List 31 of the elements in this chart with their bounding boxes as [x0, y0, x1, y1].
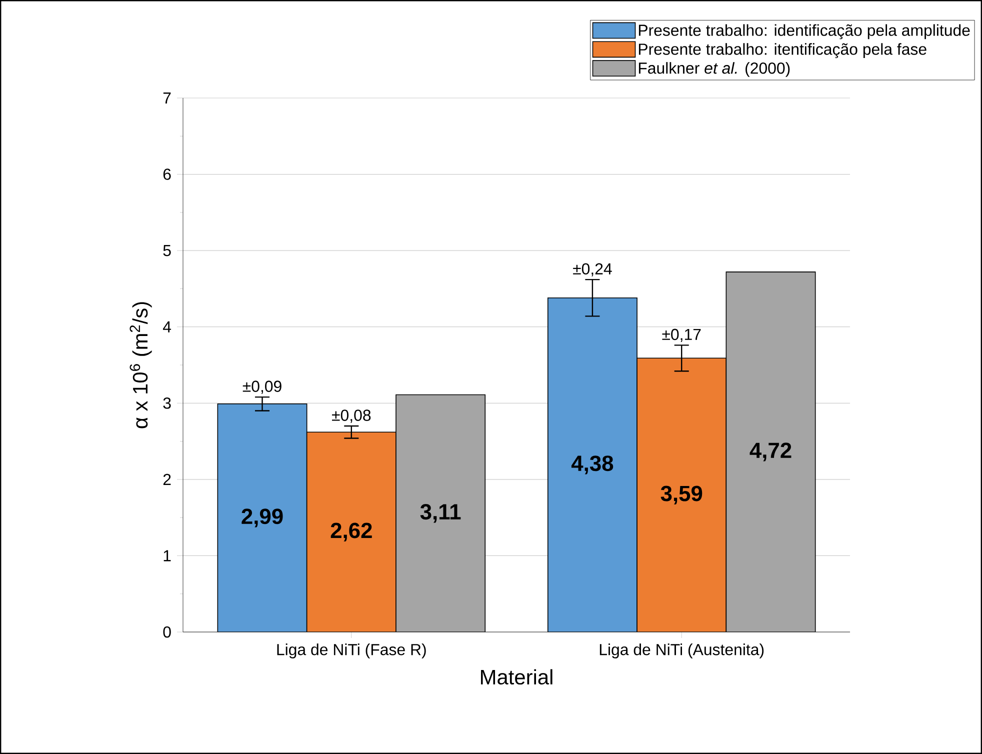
legend-label: Presente trabalho: identificação pela amplitude — [638, 24, 970, 40]
bar — [306, 432, 396, 632]
annotation: ±0,24 — [573, 263, 612, 276]
annotation: ±0,09 — [242, 380, 282, 394]
y-tick-label: 1 — [164, 550, 171, 562]
y-tick-label: 5 — [163, 245, 171, 256]
data-label: 4,38 — [571, 456, 614, 474]
x-tick-label: Liga de NiTi (Austenita) — [600, 644, 764, 658]
legend-label: Faulkner et al. (2000) — [638, 62, 790, 77]
data-label: 3,11 — [420, 504, 461, 523]
bar — [636, 358, 727, 632]
x-axis-title: Material — [481, 669, 552, 685]
y-tick-label: 2 — [163, 474, 171, 485]
bar — [396, 394, 486, 632]
bar — [547, 297, 638, 632]
y-tick-label: 6 — [163, 168, 171, 180]
y-tick-label: 7 — [163, 92, 171, 104]
x-tick-label: Liga de NiTi (Fase R) — [277, 644, 426, 658]
annotation: ±0,17 — [662, 328, 701, 342]
annotation: ±0,08 — [332, 410, 371, 423]
y-tick-label: 0 — [163, 626, 171, 638]
legend-label: Presente trabalho: itentificação pela fase — [638, 43, 926, 58]
data-label: 3,59 — [660, 486, 702, 504]
y-axis-title: α x 10$^{6}$ (m$^{2}$/s) — [130, 302, 152, 428]
y-tick-label: 4 — [162, 321, 172, 332]
data-label: 2,99 — [242, 508, 283, 528]
data-label: 4,72 — [750, 442, 792, 462]
data-label: 2,62 — [330, 522, 372, 542]
bar — [726, 272, 816, 632]
y-tick-label: 3 — [163, 398, 171, 409]
bar — [217, 404, 308, 632]
